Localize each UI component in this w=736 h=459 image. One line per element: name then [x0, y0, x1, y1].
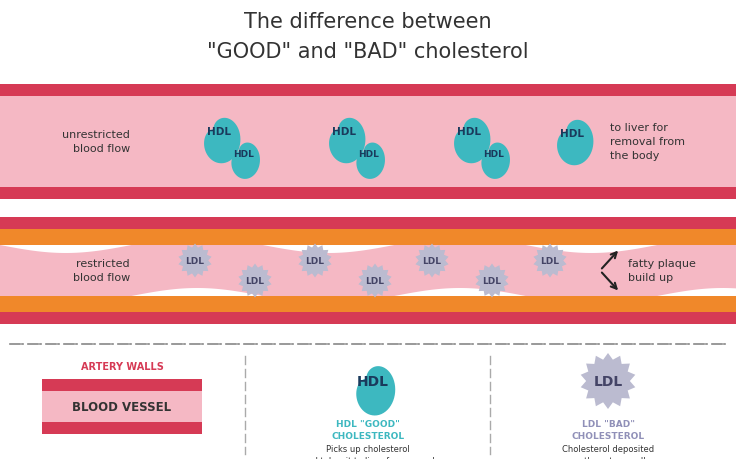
Text: LDL: LDL — [185, 257, 205, 265]
Bar — [0, 97, 736, 188]
Text: to liver for
removal from
the body: to liver for removal from the body — [610, 123, 685, 161]
Bar — [0, 297, 736, 312]
Text: HDL: HDL — [233, 150, 254, 159]
Bar — [0, 85, 736, 97]
Polygon shape — [0, 237, 736, 304]
Text: HDL: HDL — [208, 127, 231, 137]
Polygon shape — [356, 143, 385, 179]
Polygon shape — [581, 353, 635, 409]
Bar — [42, 379, 202, 391]
Polygon shape — [534, 244, 567, 278]
Text: HDL "GOOD": HDL "GOOD" — [336, 419, 400, 428]
Text: HDL: HDL — [483, 150, 503, 159]
Bar — [42, 391, 202, 422]
Bar — [0, 312, 736, 325]
Bar — [0, 188, 736, 200]
Polygon shape — [298, 244, 332, 278]
Text: "GOOD" and "BAD" cholesterol: "GOOD" and "BAD" cholesterol — [208, 42, 528, 62]
Polygon shape — [415, 244, 448, 278]
Polygon shape — [231, 143, 260, 179]
Text: LDL: LDL — [540, 257, 559, 265]
Bar — [0, 230, 736, 246]
Text: LDL: LDL — [422, 257, 442, 265]
Polygon shape — [356, 366, 395, 415]
Polygon shape — [238, 264, 272, 298]
Text: LDL: LDL — [483, 276, 501, 285]
Text: HDL: HDL — [457, 127, 481, 137]
Text: The difference between: The difference between — [244, 12, 492, 32]
Text: Cholesterol deposited
on the artery wall: Cholesterol deposited on the artery wall — [562, 444, 654, 459]
Text: unrestricted
blood flow: unrestricted blood flow — [62, 130, 130, 154]
Polygon shape — [329, 118, 365, 164]
Bar — [42, 422, 202, 434]
Polygon shape — [178, 244, 211, 278]
Polygon shape — [481, 143, 510, 179]
Polygon shape — [454, 118, 490, 164]
Polygon shape — [358, 264, 392, 298]
Text: HDL: HDL — [356, 374, 389, 388]
Text: BLOOD VESSEL: BLOOD VESSEL — [72, 400, 171, 413]
Text: restricted
blood flow: restricted blood flow — [73, 259, 130, 283]
Text: LDL: LDL — [246, 276, 264, 285]
Polygon shape — [204, 118, 241, 164]
Text: HDL: HDL — [358, 150, 379, 159]
Text: HDL: HDL — [332, 127, 356, 137]
Text: CHOLESTEROL: CHOLESTEROL — [571, 431, 645, 440]
Bar — [0, 218, 736, 230]
Text: Picks up cholesterol
and takes it to liver for removal: Picks up cholesterol and takes it to liv… — [302, 444, 434, 459]
Text: LDL: LDL — [305, 257, 325, 265]
Text: CHOLESTEROL: CHOLESTEROL — [331, 431, 405, 440]
Polygon shape — [475, 264, 509, 298]
Text: HDL: HDL — [560, 129, 584, 139]
Text: LDL: LDL — [366, 276, 384, 285]
Text: LDL: LDL — [593, 374, 623, 388]
Text: fatty plaque
build up: fatty plaque build up — [628, 259, 696, 283]
Text: ARTERY WALLS: ARTERY WALLS — [80, 361, 163, 371]
Text: LDL "BAD": LDL "BAD" — [581, 419, 634, 428]
Polygon shape — [557, 121, 593, 166]
